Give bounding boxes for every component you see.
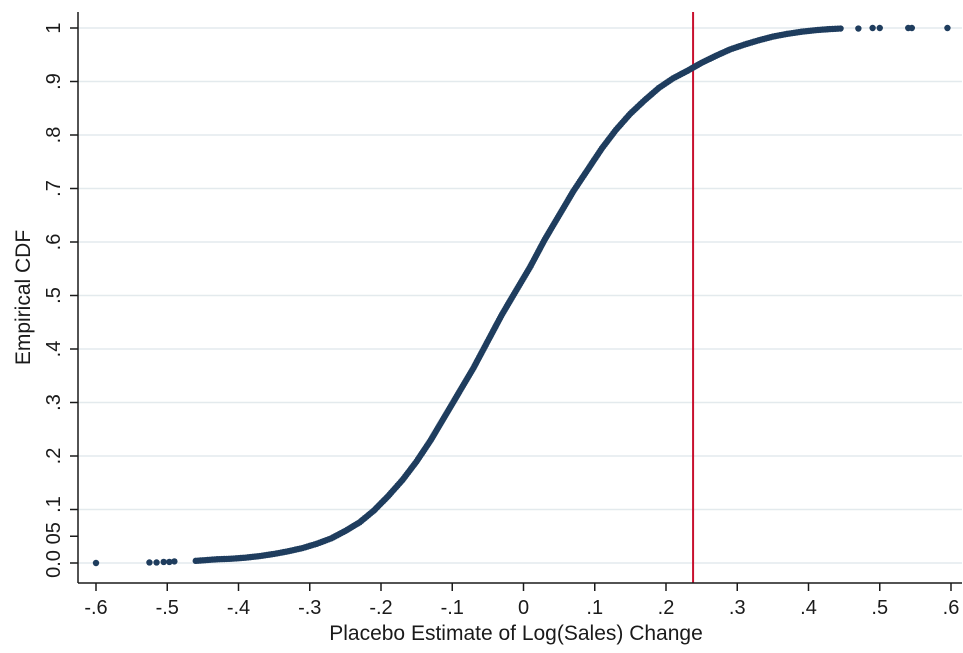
y-axis-title: Empirical CDF — [12, 230, 35, 365]
data-points — [92, 24, 951, 567]
data-point — [855, 25, 862, 32]
y-tick-label: .9 — [43, 73, 65, 90]
y-tick-label: .3 — [43, 394, 65, 411]
data-point — [160, 558, 167, 566]
axes — [77, 12, 962, 584]
y-tick-label: 0.0 — [43, 550, 65, 578]
x-tick-label: .3 — [729, 597, 746, 619]
y-axis-ticks: 0.0 05 .1 .2 .3 .4 .5 .6 .7 .8 .9 1 — [43, 22, 78, 578]
gridlines — [78, 27, 962, 564]
x-tick-label: 0 — [518, 597, 529, 619]
x-tick-label: -.3 — [298, 597, 321, 619]
data-point — [944, 24, 951, 32]
x-tick-label: .2 — [658, 597, 675, 619]
data-point — [837, 25, 844, 32]
x-tick-label: .1 — [586, 597, 603, 619]
data-point — [146, 559, 153, 566]
x-tick-label: -.2 — [369, 597, 392, 619]
y-tick-label: 1 — [43, 22, 65, 33]
data-point — [166, 558, 173, 566]
y-tick-label: 05 — [43, 522, 65, 544]
x-axis-ticks: -.6 -.5 -.4 -.3 -.2 -.1 0 .1 .2 .3 .4 .5 .6 — [84, 583, 959, 619]
data-point — [92, 559, 100, 567]
y-tick-label: .1 — [43, 496, 65, 513]
x-axis-title: Placebo Estimate of Log(Sales) Change — [329, 622, 703, 645]
y-tick-label: .8 — [43, 127, 65, 144]
y-tick-label: .5 — [43, 287, 65, 304]
x-tick-label: .6 — [943, 597, 960, 619]
x-tick-label: -.1 — [441, 597, 464, 619]
x-tick-label: .5 — [871, 597, 888, 619]
data-point — [908, 24, 916, 32]
data-point — [171, 558, 178, 565]
y-tick-label: .4 — [43, 341, 65, 358]
y-tick-label: .2 — [43, 448, 65, 465]
x-tick-label: -.6 — [84, 597, 107, 619]
data-point — [876, 24, 883, 32]
y-tick-label: .6 — [43, 234, 65, 251]
x-tick-label: -.4 — [227, 597, 250, 619]
data-point — [869, 24, 876, 32]
data-point — [153, 559, 160, 566]
x-tick-label: -.5 — [156, 597, 179, 619]
y-tick-label: .7 — [43, 180, 65, 197]
x-tick-label: .4 — [800, 597, 817, 619]
